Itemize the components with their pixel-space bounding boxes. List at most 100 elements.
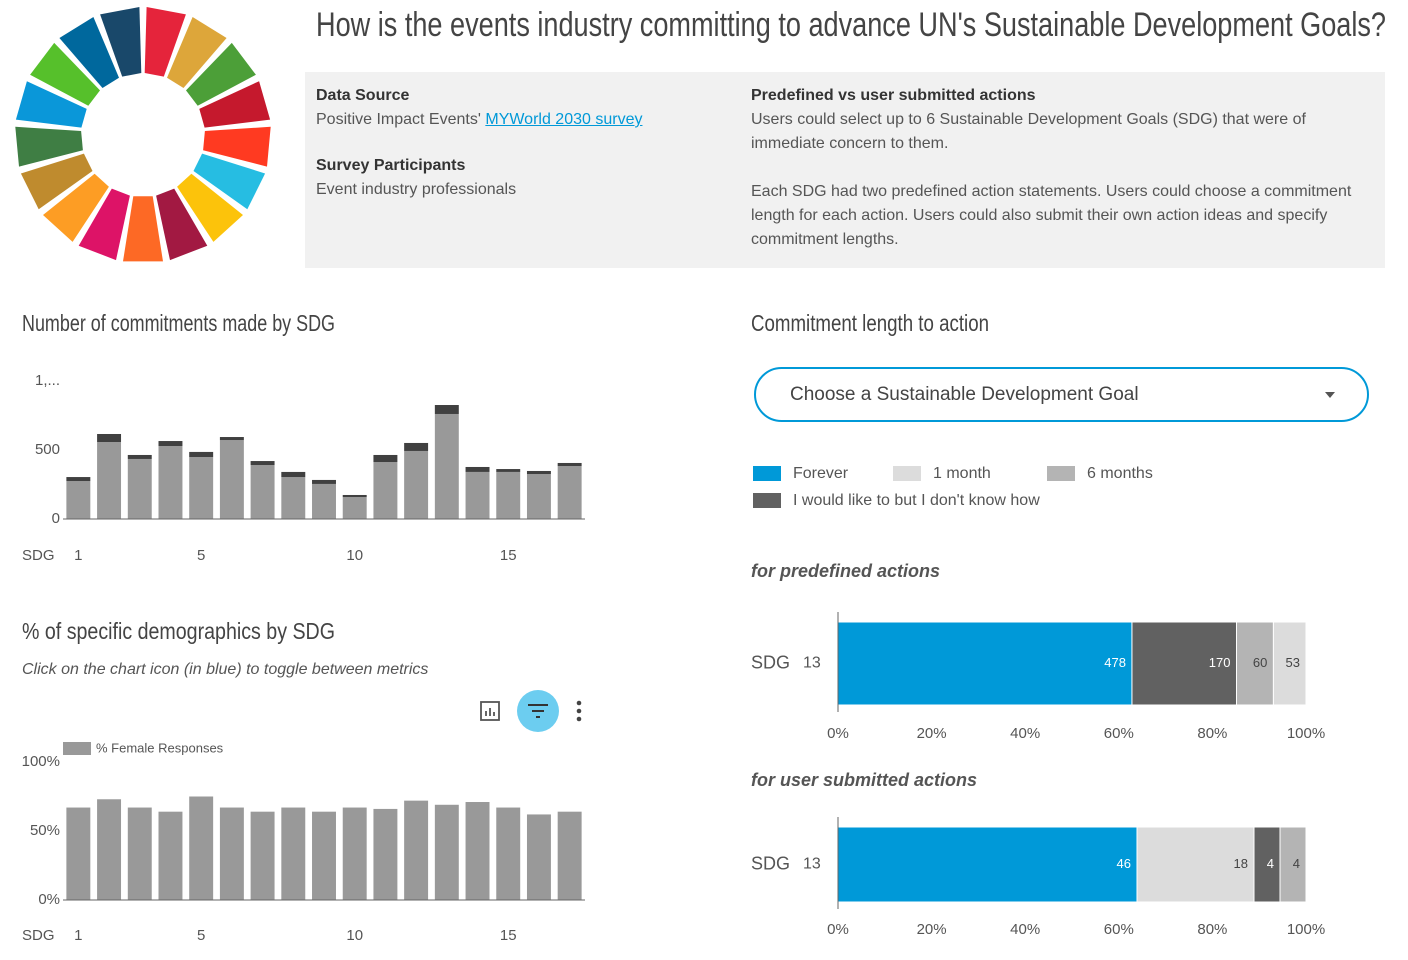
logo-segment <box>59 17 119 88</box>
bar <box>66 807 91 900</box>
bar <box>526 474 551 519</box>
x-tick-label: 60% <box>1104 921 1134 938</box>
x-tick-label: 1 <box>74 547 82 564</box>
info-heading: Predefined vs user submitted actions <box>751 87 1036 104</box>
bar <box>373 454 398 463</box>
info-box <box>305 72 1385 268</box>
bar <box>434 405 459 414</box>
value-label: 46 <box>1117 856 1131 871</box>
bar <box>404 800 429 900</box>
bar <box>127 807 152 900</box>
bar-segment <box>837 621 1133 706</box>
value-label: 4 <box>1267 856 1274 871</box>
logo-segment <box>203 126 271 167</box>
y-tick-label: 13 <box>803 856 821 873</box>
value-label: 18 <box>1234 856 1248 871</box>
y-axis-label: SDG <box>751 853 790 873</box>
legend-swatch <box>893 466 921 481</box>
bar <box>127 454 152 459</box>
x-tick-label: 0% <box>827 921 849 938</box>
legend-swatch <box>753 466 781 481</box>
x-tick-label: 40% <box>1010 921 1040 938</box>
chart-subtitle: Click on the chart icon (in blue) to tog… <box>22 661 428 678</box>
logo-segment <box>43 173 109 242</box>
x-tick-label: 10 <box>346 547 363 564</box>
y-tick-label: 1,... <box>35 372 60 389</box>
survey-link[interactable]: MYWorld 2030 survey <box>485 111 643 128</box>
logo-segment <box>199 81 271 128</box>
bar <box>434 804 459 900</box>
filter-icon[interactable] <box>528 704 548 718</box>
more-menu[interactable] <box>576 700 582 722</box>
bar <box>189 796 214 900</box>
info-paragraph: Each SDG had two predefined action state… <box>751 183 1352 248</box>
info-paragraph: Users could select up to 6 Sustainable D… <box>751 111 1306 152</box>
bar <box>312 811 336 900</box>
legend-label: % Female Responses <box>96 740 224 755</box>
value-label: 4 <box>1293 856 1300 871</box>
x-tick-label: 80% <box>1197 921 1227 938</box>
legend-swatch <box>1047 466 1075 481</box>
bar <box>373 462 398 519</box>
dropdown-caret[interactable] <box>1325 392 1335 398</box>
bar <box>496 807 521 900</box>
x-tick-label: 40% <box>1010 725 1040 742</box>
logo-segment <box>15 81 87 128</box>
legend-label: I would like to but I don't know how <box>793 492 1040 509</box>
value-label: 53 <box>1286 655 1300 670</box>
logo-segment <box>78 188 130 261</box>
dropdown-label[interactable]: Choose a Sustainable Development Goal <box>790 384 1139 405</box>
bar <box>281 477 306 519</box>
bar <box>158 811 183 900</box>
bar <box>66 477 91 482</box>
legend-label: Forever <box>793 465 849 482</box>
bar <box>250 461 275 466</box>
chart-title: Number of commitments made by SDG <box>22 310 335 336</box>
info-text: Event industry professionals <box>316 181 517 198</box>
y-axis-label: SDG <box>751 652 790 672</box>
bar <box>342 494 367 498</box>
info-text: Positive Impact Events' MYWorld 2030 sur… <box>316 108 736 132</box>
legend-swatch <box>753 493 781 508</box>
logo-segment <box>15 126 83 167</box>
x-tick-label: 10 <box>346 927 363 944</box>
bar <box>434 413 459 519</box>
bar <box>557 462 582 467</box>
bar <box>281 471 306 478</box>
bar-segment <box>1236 621 1274 706</box>
legend-label: 6 months <box>1087 465 1153 482</box>
logo-segment <box>144 7 186 77</box>
page-title: How is the events industry committing to… <box>316 6 1386 44</box>
bar-segment <box>1272 621 1307 706</box>
x-tick-label: 5 <box>197 547 205 564</box>
chart-icon[interactable] <box>480 701 500 721</box>
bar <box>66 481 91 519</box>
y-tick-label: 100% <box>22 753 60 770</box>
y-tick-label: 0% <box>38 891 60 908</box>
bar <box>465 802 490 900</box>
bar <box>219 807 244 900</box>
x-tick-label: 15 <box>500 547 517 564</box>
logo-segment <box>167 17 227 88</box>
bar <box>97 433 122 442</box>
bar <box>312 483 336 519</box>
legend-label: 1 month <box>933 465 991 482</box>
chart-title: % of specific demographics by SDG <box>22 618 335 644</box>
bar <box>250 811 275 900</box>
x-tick-label: 20% <box>917 921 947 938</box>
bar <box>404 442 429 451</box>
dropdown[interactable] <box>754 367 1369 422</box>
bar <box>557 466 582 519</box>
bar <box>557 811 582 900</box>
info-heading: Data Source <box>316 87 410 104</box>
bar-segment <box>1131 621 1238 706</box>
bar-segment <box>1136 826 1255 903</box>
y-tick-label: 0 <box>52 510 60 527</box>
bar <box>496 469 521 472</box>
x-axis-label: SDG <box>22 927 55 944</box>
info-text: Positive Impact Events' <box>316 111 481 128</box>
bar <box>189 457 214 519</box>
